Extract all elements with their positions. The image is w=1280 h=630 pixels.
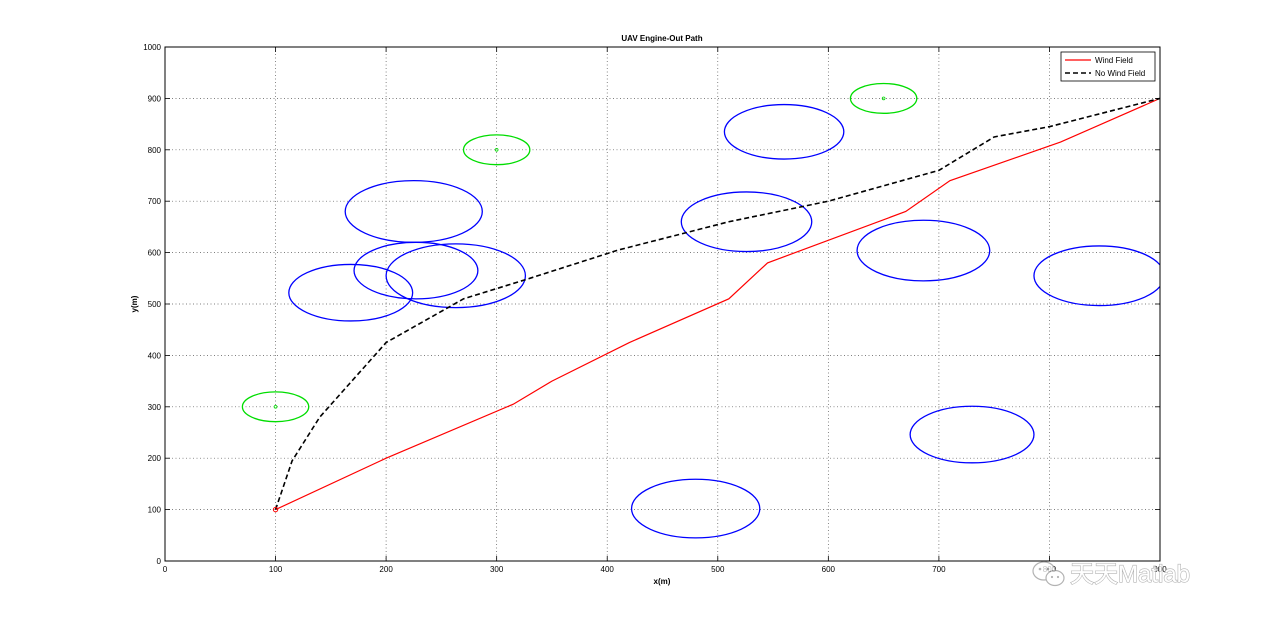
landing-site-center: [494, 148, 499, 152]
x-tick-label: 0: [163, 565, 168, 574]
landing-site-center: [881, 96, 886, 101]
legend: Wind Field No Wind Field: [1060, 51, 1156, 82]
tick-labels: 0 100 200 300 400 500 600 700 800 900 0 100 200 300 40…: [143, 43, 1167, 574]
watermark-text: 天天Matlab: [1070, 561, 1190, 588]
y-axis-label: y(m): [130, 295, 139, 312]
watermark: 天天Matlab: [1032, 560, 1191, 589]
y-tick-label: 1000: [143, 43, 161, 52]
series-line-wind-field: [275, 97, 1160, 511]
plot-frame: [164, 46, 1161, 562]
x-tick-label: 200: [379, 565, 393, 574]
series-line-no-wind-field: [274, 97, 1160, 510]
x-tick-label: 500: [711, 565, 725, 574]
obstacle-circle: [723, 103, 845, 160]
x-tick-label: 300: [490, 565, 504, 574]
y-tick-label: 800: [148, 146, 162, 155]
grid-lines: [165, 47, 1160, 561]
x-tick-label: 600: [822, 565, 836, 574]
obstacle-circle: [909, 405, 1035, 464]
x-tick-label: 900: [1153, 565, 1167, 574]
obstacle-circles: [288, 103, 1160, 539]
x-tick-label: 100: [269, 565, 283, 574]
landing-site-center: [273, 404, 278, 409]
legend-box: [1060, 51, 1156, 82]
y-tick-label: 200: [148, 454, 162, 463]
obstacle-circle: [288, 263, 414, 322]
obstacle-circle: [856, 219, 991, 282]
y-tick-label: 900: [148, 94, 162, 103]
y-tick-label: 100: [148, 506, 162, 515]
obstacle-circle: [680, 191, 813, 253]
obstacle-circle: [385, 243, 527, 309]
obstacle-circle: [353, 241, 479, 300]
landing-site-circle: [241, 391, 310, 423]
y-tick-label: 400: [148, 351, 162, 360]
y-tick-label: 0: [157, 557, 162, 566]
landing-site-circles: [241, 82, 918, 423]
chart-title: UAV Engine-Out Path: [621, 34, 702, 43]
x-axis-label: x(m): [654, 577, 671, 586]
legend-label-wind-field: Wind Field: [1095, 56, 1133, 65]
x-tick-label: 400: [601, 565, 615, 574]
x-tick-label: 700: [932, 565, 946, 574]
y-tick-label: 700: [148, 197, 162, 206]
legend-label-no-wind-field: No Wind Field: [1095, 69, 1145, 78]
start-point-marker: [272, 506, 279, 513]
landing-site-circle: [462, 134, 531, 166]
landing-site-circle: [849, 82, 918, 114]
y-tick-label: 300: [148, 403, 162, 412]
obstacle-circle: [1033, 245, 1160, 307]
path-series: [272, 97, 1160, 513]
wechat-icon: [1032, 561, 1065, 587]
y-tick-label: 500: [148, 300, 162, 309]
y-tick-label: 600: [148, 249, 162, 258]
obstacle-circle: [630, 478, 761, 539]
